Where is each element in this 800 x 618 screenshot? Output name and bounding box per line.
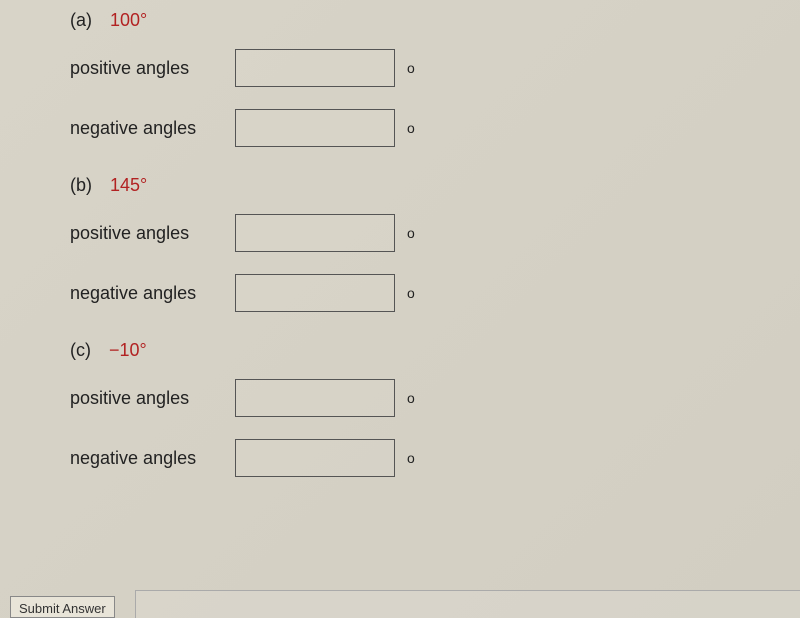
degree-symbol: o [407,450,415,466]
problem-header: (c) −10° [70,340,800,361]
problem-letter: (c) [70,340,91,361]
degree-symbol: o [407,390,415,406]
submit-button[interactable]: Submit Answer [10,596,115,618]
positive-angles-input[interactable] [235,379,395,417]
problem-letter: (b) [70,175,92,196]
problem-a: (a) 100° positive angles o negative angl… [70,10,800,147]
problem-letter: (a) [70,10,92,31]
problem-c: (c) −10° positive angles o negative angl… [70,340,800,477]
degree-symbol: o [407,120,415,136]
problem-b: (b) 145° positive angles o negative angl… [70,175,800,312]
negative-angles-row: negative angles o [70,274,800,312]
negative-angles-label: negative angles [70,118,235,139]
positive-angles-label: positive angles [70,223,235,244]
negative-angles-input[interactable] [235,274,395,312]
degree-symbol: o [407,225,415,241]
positive-angles-input[interactable] [235,49,395,87]
degree-symbol: o [407,60,415,76]
positive-angles-row: positive angles o [70,379,800,417]
positive-angles-label: positive angles [70,58,235,79]
positive-angles-input[interactable] [235,214,395,252]
negative-angles-row: negative angles o [70,109,800,147]
problem-angle-value: 100° [110,10,147,31]
negative-angles-input[interactable] [235,439,395,477]
positive-angles-row: positive angles o [70,214,800,252]
negative-angles-row: negative angles o [70,439,800,477]
positive-angles-row: positive angles o [70,49,800,87]
feedback-box [135,590,800,618]
bottom-bar: Submit Answer [0,588,800,618]
problem-angle-value: 145° [110,175,147,196]
negative-angles-input[interactable] [235,109,395,147]
negative-angles-label: negative angles [70,448,235,469]
problem-header: (b) 145° [70,175,800,196]
negative-angles-label: negative angles [70,283,235,304]
problem-angle-value: −10° [109,340,147,361]
problem-header: (a) 100° [70,10,800,31]
degree-symbol: o [407,285,415,301]
positive-angles-label: positive angles [70,388,235,409]
